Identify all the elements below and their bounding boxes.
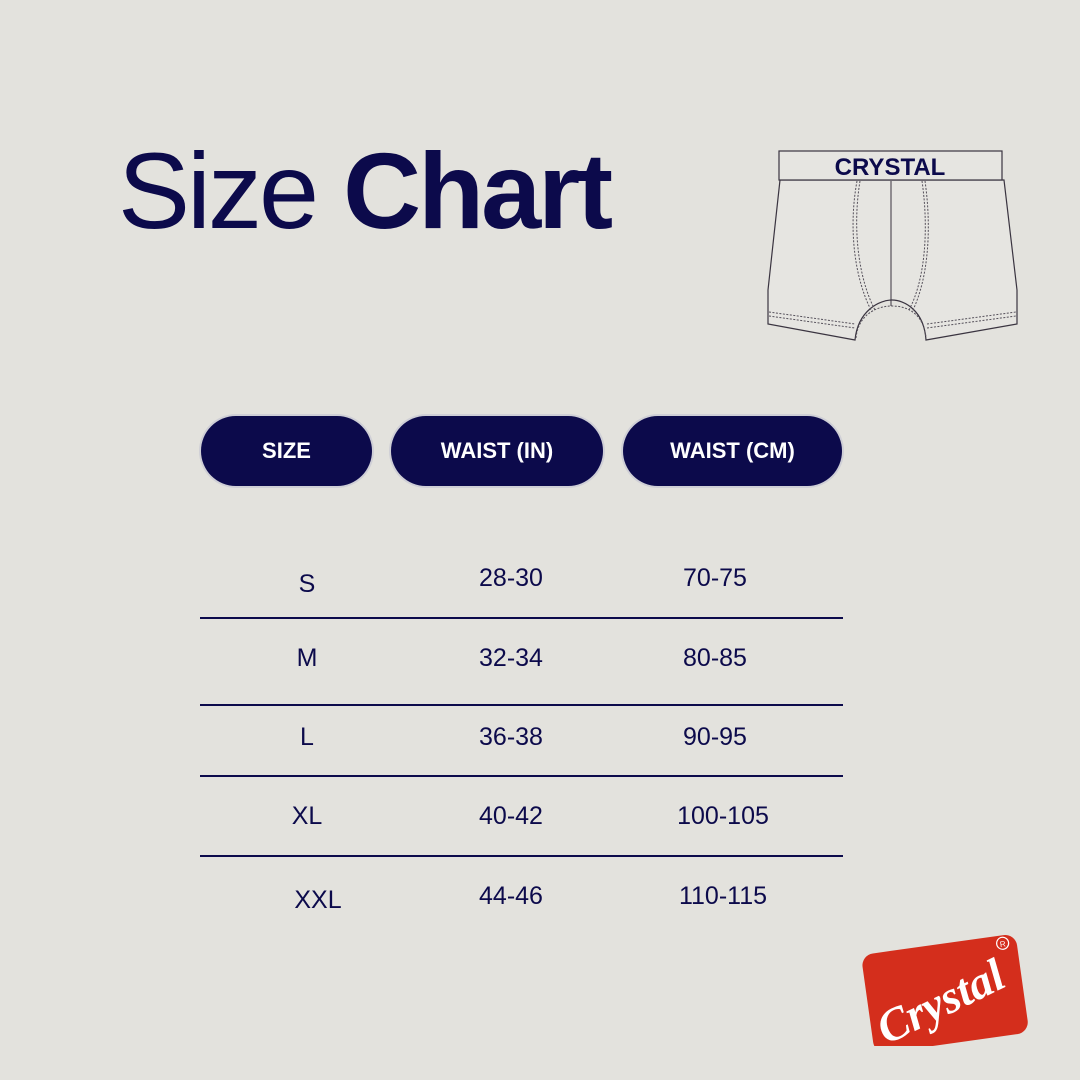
row-divider (200, 704, 843, 706)
cell-waist-in: 32-34 (479, 644, 543, 672)
cell-size: L (300, 723, 314, 751)
header-size: SIZE (201, 416, 372, 486)
cell-waist-in: 40-42 (479, 802, 543, 830)
crystal-logo: Crystal R (862, 934, 1028, 1046)
cell-waist-cm: 110-115 (678, 882, 768, 910)
cell-waist-in: 28-30 (479, 564, 543, 592)
cell-size: XL (291, 802, 323, 830)
boxer-briefs-illustration: CRYSTAL (767, 150, 1018, 341)
row-divider (200, 617, 843, 619)
svg-text:R: R (999, 939, 1006, 949)
header-waist-in: WAIST (IN) (391, 416, 603, 486)
header-waist-cm: WAIST (CM) (623, 416, 842, 486)
row-divider (200, 855, 843, 857)
cell-waist-in: 44-46 (479, 882, 543, 910)
page-title: Size Chart (118, 128, 613, 253)
row-divider (200, 775, 843, 777)
cell-waist-cm: 70-75 (683, 564, 747, 592)
cell-waist-cm: 80-85 (683, 644, 747, 672)
title-light: Size (118, 130, 319, 251)
cell-size: XXL (294, 886, 342, 914)
cell-waist-cm: 90-95 (683, 723, 747, 751)
waistband-text: CRYSTAL (835, 154, 946, 181)
cell-size: M (296, 644, 318, 672)
cell-waist-cm: 100-105 (677, 802, 769, 830)
cell-waist-in: 36-38 (479, 723, 543, 751)
cell-size: S (298, 570, 316, 598)
title-bold: Chart (343, 130, 613, 251)
